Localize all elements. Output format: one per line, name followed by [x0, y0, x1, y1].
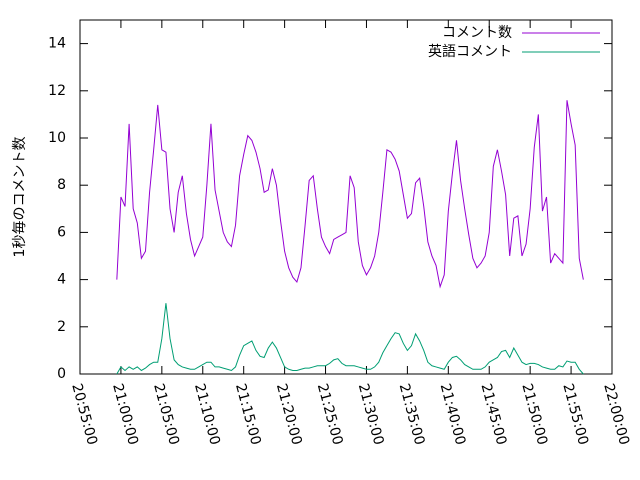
x-tick-label: 21:55:00 — [559, 382, 591, 447]
x-tick-label: 21:35:00 — [396, 382, 428, 447]
data-line — [116, 303, 584, 375]
x-tick-label: 21:05:00 — [150, 382, 182, 447]
y-tick-label: 10 — [48, 130, 66, 146]
y-tick-label: 6 — [57, 224, 66, 240]
y-tick-label: 4 — [57, 272, 66, 288]
x-tick-label: 21:40:00 — [437, 382, 469, 447]
y-tick-label: 14 — [48, 36, 66, 52]
legend-label: 英語コメント — [428, 43, 512, 60]
x-tick-label: 22:00:00 — [600, 382, 632, 447]
x-tick-label: 21:00:00 — [109, 382, 141, 447]
x-tick-label: 20:55:00 — [68, 382, 100, 447]
y-tick-label: 12 — [48, 83, 66, 99]
x-tick-label: 21:10:00 — [191, 382, 223, 447]
legend-label: コメント数 — [442, 25, 512, 41]
x-tick-label: 21:15:00 — [232, 382, 264, 447]
y-axis-label: 1秒毎のコメント数 — [12, 137, 28, 258]
x-tick-label: 21:50:00 — [518, 382, 550, 447]
x-tick-label: 21:20:00 — [273, 382, 305, 447]
y-tick-label: 2 — [57, 319, 66, 335]
x-tick-label: 21:25:00 — [314, 382, 346, 447]
plot-border — [79, 19, 613, 375]
y-tick-label: 8 — [57, 177, 66, 193]
y-tick-label: 0 — [57, 366, 66, 382]
x-tick-label: 21:45:00 — [478, 382, 510, 447]
x-tick-label: 21:30:00 — [355, 382, 387, 447]
data-line — [116, 100, 584, 289]
